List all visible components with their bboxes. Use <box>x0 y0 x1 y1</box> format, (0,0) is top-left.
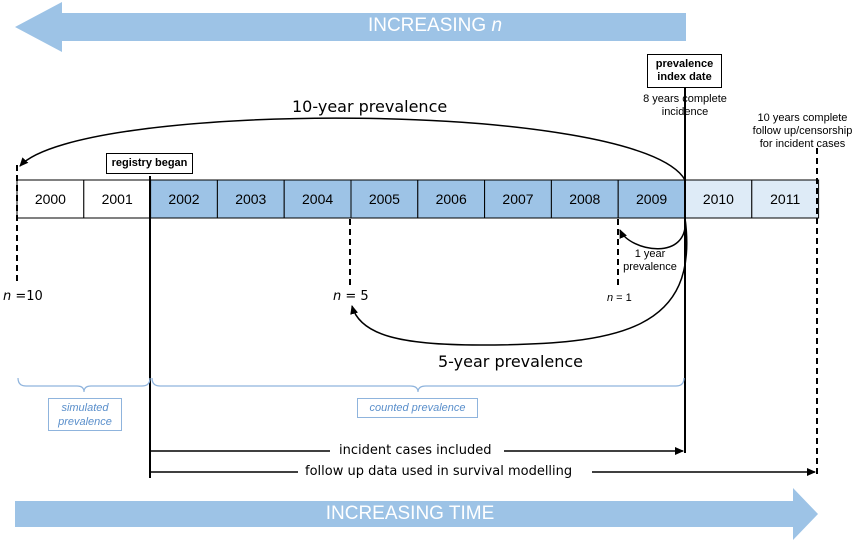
simulated-bracket <box>17 377 151 393</box>
index-date-box: prevalence index date <box>647 54 722 88</box>
counted-bracket <box>151 377 685 393</box>
prevalence-5-arc <box>350 217 688 346</box>
prevalence-1-arc <box>619 217 686 250</box>
year-label-2004: 2004 <box>302 191 334 207</box>
increasing-n-text: INCREASING <box>367 15 487 36</box>
year-cell-2005 <box>350 179 419 219</box>
complete-incidence-line2: incidence <box>661 106 709 118</box>
n5-label: n = 5 <box>333 289 369 304</box>
year-cell-2006 <box>417 179 486 219</box>
year-cell-2004 <box>283 179 352 219</box>
n5-var: n <box>333 289 342 304</box>
increasing-time-arrow <box>15 488 818 540</box>
year-label-2001: 2001 <box>101 191 133 207</box>
follow-up-note: 10 years complete follow up/censorship f… <box>740 112 865 151</box>
year-label-2010: 2010 <box>702 191 734 207</box>
follow-up-note-line2: follow up/censorship <box>752 125 853 137</box>
n10-var: n <box>3 289 12 304</box>
complete-incidence-line1: 8 years complete <box>643 93 727 105</box>
year-label-2011: 2011 <box>770 191 801 207</box>
increasing-n-label: INCREASING n <box>300 15 570 37</box>
year-cell-2002 <box>150 179 218 219</box>
year-label-2000: 2000 <box>34 191 66 207</box>
follow-up-note-line1: 10 years complete <box>757 112 848 124</box>
registry-began-text: registry began <box>111 157 188 169</box>
year-cell-2008 <box>550 179 619 219</box>
year-label-2008: 2008 <box>569 191 601 207</box>
year-cell-2000 <box>16 179 85 219</box>
year-row <box>16 179 820 219</box>
year-cell-2011 <box>751 179 820 219</box>
index-date-line2: index date <box>657 71 712 83</box>
counted-prevalence-box: counted prevalence <box>357 398 478 418</box>
increasing-n-var: n <box>491 15 503 36</box>
year-label-2009: 2009 <box>636 191 668 207</box>
increasing-time-label: INCREASING TIME <box>325 503 495 524</box>
n1-var: n <box>607 292 614 304</box>
index-date-line1: prevalence <box>655 58 714 70</box>
prevalence-10-label: 10-year prevalence <box>292 97 448 116</box>
counted-prevalence-text: counted prevalence <box>369 402 466 414</box>
year-label-2006: 2006 <box>435 191 467 207</box>
incident-cases-label: incident cases included <box>339 443 492 458</box>
year-cell-2010 <box>684 179 753 219</box>
prevalence-1-label: 1 year prevalence <box>620 248 680 274</box>
follow-up-data-label: follow up data used in survival modellin… <box>305 464 573 479</box>
year-label-2005: 2005 <box>368 191 400 207</box>
simulated-prevalence-box: simulated prevalence <box>48 398 122 431</box>
year-label-2007: 2007 <box>502 191 534 207</box>
year-label-2003: 2003 <box>235 191 267 207</box>
simulated-line1: simulated <box>61 402 109 414</box>
prevalence-10-arc <box>19 117 686 181</box>
year-cell-2003 <box>216 179 285 219</box>
increasing-n-arrow <box>15 2 686 52</box>
n1-value: = 1 <box>613 292 632 304</box>
registry-began-box: registry began <box>106 153 193 174</box>
prevalence-1-line2: prevalence <box>623 261 677 273</box>
year-cell-2007 <box>484 179 552 219</box>
complete-incidence-note: 8 years complete incidence <box>635 93 735 119</box>
n10-value: =10 <box>11 289 43 304</box>
prevalence-5-label: 5-year prevalence <box>438 352 584 371</box>
n1-label: n = 1 <box>607 292 632 304</box>
n10-label: n =10 <box>3 289 43 304</box>
prevalence-1-line1: 1 year <box>634 248 666 260</box>
follow-up-note-line3: for incident cases <box>759 138 846 150</box>
year-label-2002: 2002 <box>168 191 200 207</box>
n5-value: = 5 <box>341 289 369 304</box>
simulated-line2: prevalence <box>58 416 112 428</box>
